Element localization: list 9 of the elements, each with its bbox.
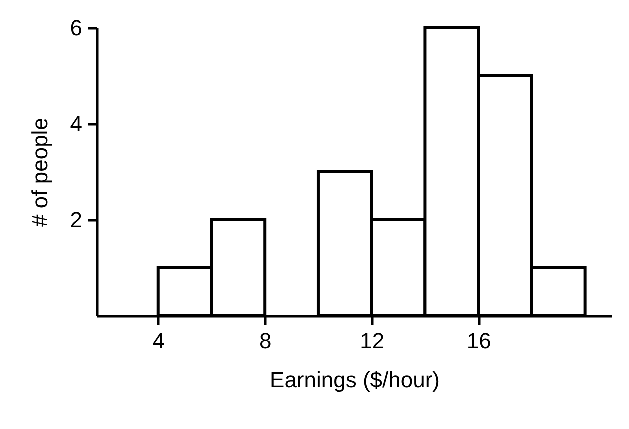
y-tick-label: 4 — [70, 112, 82, 136]
x-tick-label: 8 — [259, 328, 272, 354]
x-axis-title: Earnings ($/hour) — [270, 368, 440, 392]
y-tick-label: 6 — [70, 16, 82, 40]
x-tick-label: 4 — [152, 328, 165, 354]
x-tick-label: 12 — [360, 328, 385, 354]
y-tick-label: 2 — [70, 208, 82, 232]
y-axis-title: # of people — [27, 118, 52, 227]
x-tick-label: 16 — [466, 328, 492, 354]
